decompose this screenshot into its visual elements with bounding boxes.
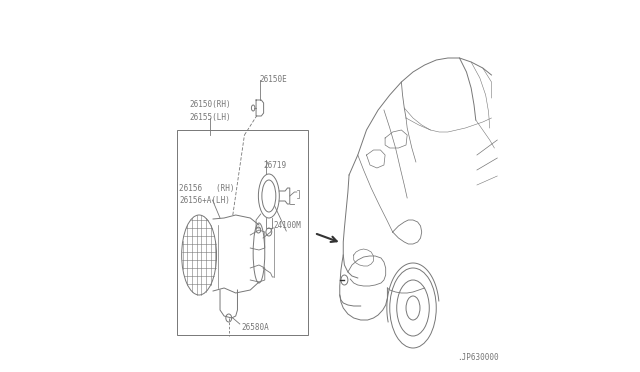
- Bar: [177, 130, 308, 335]
- Text: 26150(RH): 26150(RH): [189, 100, 231, 109]
- Text: 26580A: 26580A: [241, 324, 269, 333]
- Text: 24100M: 24100M: [273, 221, 301, 230]
- Text: .JP630000: .JP630000: [457, 353, 499, 362]
- Text: 26156+A(LH): 26156+A(LH): [179, 196, 230, 205]
- Text: 26155(LH): 26155(LH): [189, 113, 231, 122]
- Text: 26156   (RH): 26156 (RH): [179, 183, 235, 192]
- Text: 26719: 26719: [263, 160, 286, 170]
- Text: 26150E: 26150E: [260, 76, 287, 84]
